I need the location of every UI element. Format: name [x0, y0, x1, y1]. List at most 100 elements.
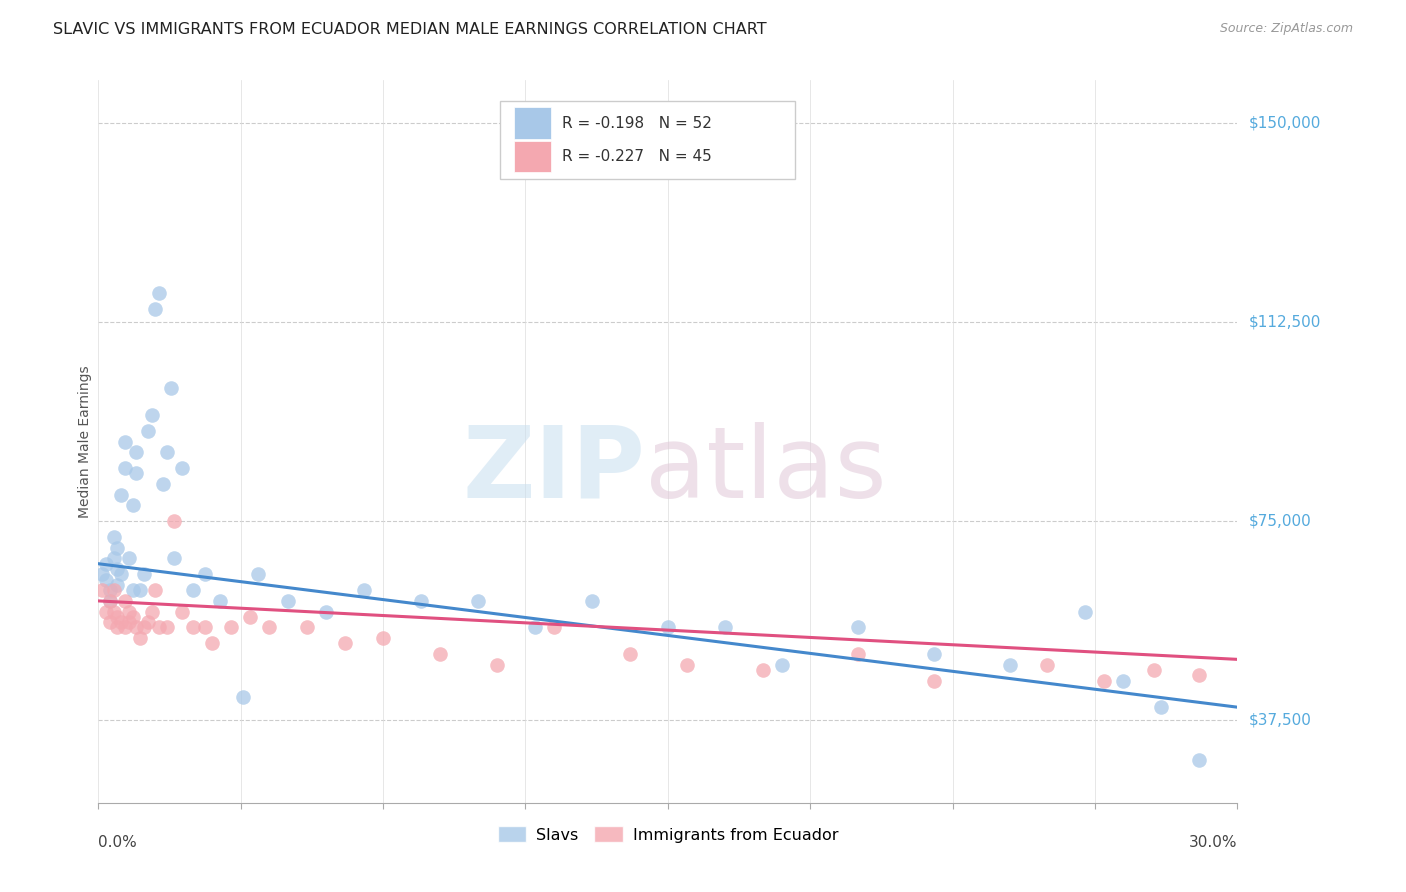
Point [194, 620, 217, 634]
FancyBboxPatch shape [515, 141, 551, 172]
Point [141, 605, 163, 619]
Point [148, 285, 170, 300]
Point [110, 488, 132, 502]
Point [121, 583, 143, 598]
Point [159, 381, 181, 395]
Point [183, 583, 205, 598]
Point [114, 434, 136, 449]
Point [152, 477, 174, 491]
Point [411, 594, 433, 608]
Point [156, 445, 179, 459]
Point [429, 647, 451, 661]
Point [1188, 668, 1211, 682]
Point [121, 610, 143, 624]
Point [98, 594, 121, 608]
Point [98, 583, 121, 598]
Point [125, 467, 148, 481]
Point [91, 567, 114, 582]
Point [98, 615, 121, 630]
Point [129, 631, 152, 645]
Point [132, 567, 155, 582]
Point [619, 647, 641, 661]
Text: 30.0%: 30.0% [1189, 835, 1237, 850]
Point [132, 620, 155, 634]
Point [107, 620, 129, 634]
Text: $37,500: $37,500 [1249, 713, 1312, 728]
Point [121, 498, 143, 512]
Point [335, 636, 357, 650]
Point [246, 567, 269, 582]
Point [107, 541, 129, 555]
Point [922, 673, 945, 688]
Point [998, 657, 1021, 672]
Point [259, 620, 281, 634]
Point [657, 620, 679, 634]
Point [163, 551, 186, 566]
Point [1150, 700, 1173, 714]
Point [148, 620, 170, 634]
Point [136, 424, 159, 438]
Point [467, 594, 489, 608]
Text: $75,000: $75,000 [1249, 514, 1312, 529]
FancyBboxPatch shape [515, 107, 551, 139]
Point [1036, 657, 1059, 672]
Point [136, 615, 159, 630]
Point [107, 562, 129, 576]
Point [297, 620, 319, 634]
Text: ZIP: ZIP [463, 422, 645, 519]
Text: Source: ZipAtlas.com: Source: ZipAtlas.com [1219, 22, 1353, 36]
Point [103, 551, 125, 566]
Legend: Slavs, Immigrants from Ecuador: Slavs, Immigrants from Ecuador [491, 820, 845, 849]
Point [103, 583, 125, 598]
Point [752, 663, 775, 677]
Point [163, 514, 186, 528]
Point [1074, 605, 1097, 619]
Point [1143, 663, 1166, 677]
Point [98, 594, 121, 608]
Point [208, 594, 231, 608]
Point [141, 408, 163, 422]
Point [94, 557, 117, 571]
Point [170, 461, 193, 475]
Point [156, 620, 179, 634]
Point [581, 594, 603, 608]
Point [232, 690, 254, 704]
Point [110, 615, 132, 630]
Point [114, 620, 136, 634]
Point [110, 567, 132, 582]
Point [125, 445, 148, 459]
Point [118, 615, 141, 630]
Text: SLAVIC VS IMMIGRANTS FROM ECUADOR MEDIAN MALE EARNINGS CORRELATION CHART: SLAVIC VS IMMIGRANTS FROM ECUADOR MEDIAN… [53, 22, 768, 37]
Point [846, 620, 869, 634]
Point [239, 610, 262, 624]
Point [353, 583, 375, 598]
FancyBboxPatch shape [501, 101, 796, 179]
Point [107, 610, 129, 624]
Text: $150,000: $150,000 [1249, 115, 1320, 130]
Text: R = -0.198   N = 52: R = -0.198 N = 52 [562, 116, 711, 131]
Point [676, 657, 699, 672]
Point [114, 461, 136, 475]
Point [315, 605, 337, 619]
Point [221, 620, 243, 634]
Point [277, 594, 299, 608]
Point [118, 551, 141, 566]
Point [103, 605, 125, 619]
Point [103, 530, 125, 544]
Point [183, 620, 205, 634]
Point [91, 583, 114, 598]
Point [94, 605, 117, 619]
Y-axis label: Median Male Earnings: Median Male Earnings [77, 365, 91, 518]
Point [922, 647, 945, 661]
Point [714, 620, 737, 634]
Point [170, 605, 193, 619]
Point [371, 631, 394, 645]
Text: R = -0.227   N = 45: R = -0.227 N = 45 [562, 149, 711, 164]
Point [1188, 753, 1211, 767]
Point [125, 620, 148, 634]
Point [114, 594, 136, 608]
Point [145, 301, 167, 316]
Point [194, 567, 217, 582]
Point [524, 620, 547, 634]
Text: 0.0%: 0.0% [98, 835, 138, 850]
